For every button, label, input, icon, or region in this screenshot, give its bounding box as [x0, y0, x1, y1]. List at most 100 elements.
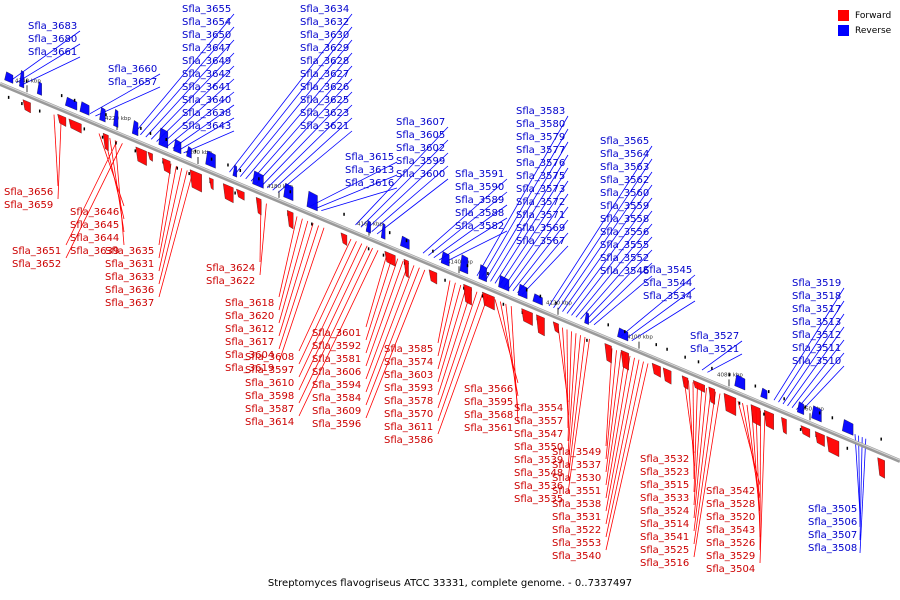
gene-marker: [697, 360, 700, 364]
reverse-gene-label-connector: [701, 340, 743, 371]
gene-marker: [728, 373, 731, 377]
forward-gene-label: Sfla_3633: [105, 272, 154, 283]
reverse-gene-label-connector: [859, 438, 867, 554]
reverse-gene-label-connector: [800, 365, 845, 412]
reverse-gene-label: Sfla_3632: [300, 17, 349, 28]
reverse-gene-label: Sfla_3634: [300, 4, 349, 15]
forward-gene-label: Sfla_3604: [225, 350, 274, 361]
forward-gene-label-connector: [298, 241, 357, 365]
reverse-gene-label-connector: [229, 13, 353, 173]
reverse-gene-label-connector: [250, 65, 353, 182]
forward-gene-glyph: [255, 197, 262, 216]
gene-marker: [343, 212, 345, 216]
forward-gene-label: Sfla_3598: [245, 391, 294, 402]
reverse-gene-glyph: [173, 139, 182, 155]
forward-gene-label: Sfla_3528: [706, 499, 755, 510]
reverse-gene-label-connector: [521, 245, 569, 295]
gene-marker: [258, 177, 260, 181]
reverse-gene-label: Sfla_3575: [516, 171, 565, 182]
forward-gene-label-connector: [437, 287, 467, 383]
forward-gene-label-connector: [693, 384, 698, 493]
reverse-gene-label-connector: [21, 56, 81, 86]
forward-gene-label-connector: [278, 225, 319, 350]
forward-gene-glyph: [340, 232, 348, 246]
forward-gene-glyph: [22, 99, 31, 114]
forward-gene-label-connector: [278, 218, 303, 311]
gene-marker: [763, 412, 765, 416]
forward-gene-label: Sfla_3549: [552, 447, 601, 458]
legend-item-forward: Forward: [838, 8, 891, 23]
forward-gene-label: Sfla_3585: [384, 344, 433, 355]
gene-marker: [539, 294, 542, 298]
reverse-gene-label-connector: [859, 437, 863, 541]
reverse-gene-label: Sfla_3556: [600, 227, 649, 238]
reverse-gene-label: Sfla_3565: [600, 136, 649, 147]
forward-gene-label-connector: [605, 352, 622, 473]
reverse-gene-label: Sfla_3661: [28, 47, 77, 58]
reverse-gene-label: Sfla_3512: [792, 330, 841, 341]
scale-tick-label: 4120 kbp: [546, 301, 572, 307]
forward-gene-label: Sfla_3631: [105, 259, 154, 270]
reverse-gene-glyph: [205, 150, 216, 169]
reverse-gene-label: Sfla_3580: [516, 119, 565, 130]
reverse-gene-label: Sfla_3590: [455, 182, 504, 193]
forward-gene-label-connector: [365, 269, 426, 419]
reverse-gene-label: Sfla_3558: [600, 214, 649, 225]
reverse-gene-label: Sfla_3544: [643, 278, 692, 289]
reverse-gene-label-connector: [593, 275, 653, 326]
gene-marker: [115, 141, 117, 145]
reverse-gene-label: Sfla_3616: [345, 178, 394, 189]
forward-gene-label: Sfla_3561: [464, 423, 513, 434]
forward-gene-glyph: [826, 436, 840, 457]
reverse-gene-label-connector: [499, 180, 569, 286]
gene-marker: [176, 166, 179, 170]
reverse-gene-label: Sfla_3521: [690, 344, 739, 355]
forward-gene-label: Sfla_3516: [640, 558, 689, 569]
reverse-gene-glyph: [584, 311, 589, 325]
reverse-gene-label-connector: [508, 206, 569, 290]
gene-marker: [754, 384, 757, 388]
reverse-gene-label-connector: [490, 154, 569, 282]
reverse-gene-label-connector: [321, 187, 398, 211]
reverse-gene-label: Sfla_3534: [643, 291, 692, 302]
gene-marker: [83, 127, 86, 131]
gene-marker: [21, 102, 23, 106]
forward-gene-label-connector: [437, 289, 472, 396]
forward-gene-label: Sfla_3609: [312, 406, 361, 417]
reverse-gene-glyph: [842, 419, 854, 436]
forward-gene-label: Sfla_3554: [514, 403, 563, 414]
forward-gene-label: Sfla_3566: [464, 384, 513, 395]
reverse-gene-label: Sfla_3518: [792, 291, 841, 302]
forward-gene-label: Sfla_3568: [464, 410, 513, 421]
forward-gene-label: Sfla_3522: [552, 525, 601, 536]
forward-gene-glyph: [428, 269, 438, 285]
forward-gene-label-connector: [562, 327, 569, 416]
forward-gene-glyph: [651, 362, 661, 378]
reverse-gene-label-connector: [140, 26, 235, 136]
reverse-gene-label: Sfla_3505: [808, 504, 857, 515]
forward-gene-label-connector: [278, 216, 298, 298]
forward-gene-label-connector: [298, 238, 352, 352]
reverse-gene-glyph: [283, 182, 294, 202]
forward-gene-label: Sfla_3596: [312, 419, 361, 430]
forward-gene-label: Sfla_3646: [70, 207, 119, 218]
gene-marker: [134, 149, 137, 153]
forward-gene-label: Sfla_3524: [640, 506, 689, 517]
genome-backbone: [0, 82, 900, 463]
forward-gene-label: Sfla_3541: [640, 532, 689, 543]
reverse-gene-label: Sfla_3626: [300, 82, 349, 93]
reverse-gene-label-connector: [571, 210, 653, 316]
reverse-gene-label: Sfla_3628: [300, 56, 349, 67]
forward-gene-label-connector: [158, 163, 172, 246]
forward-gene-label-connector: [53, 114, 59, 187]
reverse-gene-glyph: [36, 81, 42, 96]
reverse-gene-label-connector: [512, 219, 569, 292]
reverse-gene-label-connector: [371, 165, 449, 233]
forward-gene-label: Sfla_3610: [245, 378, 294, 389]
forward-gene-glyph: [814, 431, 825, 447]
forward-gene-label-connector: [365, 263, 409, 380]
reverse-gene-label: Sfla_3579: [516, 132, 565, 143]
reverse-gene-label: Sfla_3552: [600, 253, 649, 264]
reverse-gene-label-connector: [575, 223, 653, 318]
